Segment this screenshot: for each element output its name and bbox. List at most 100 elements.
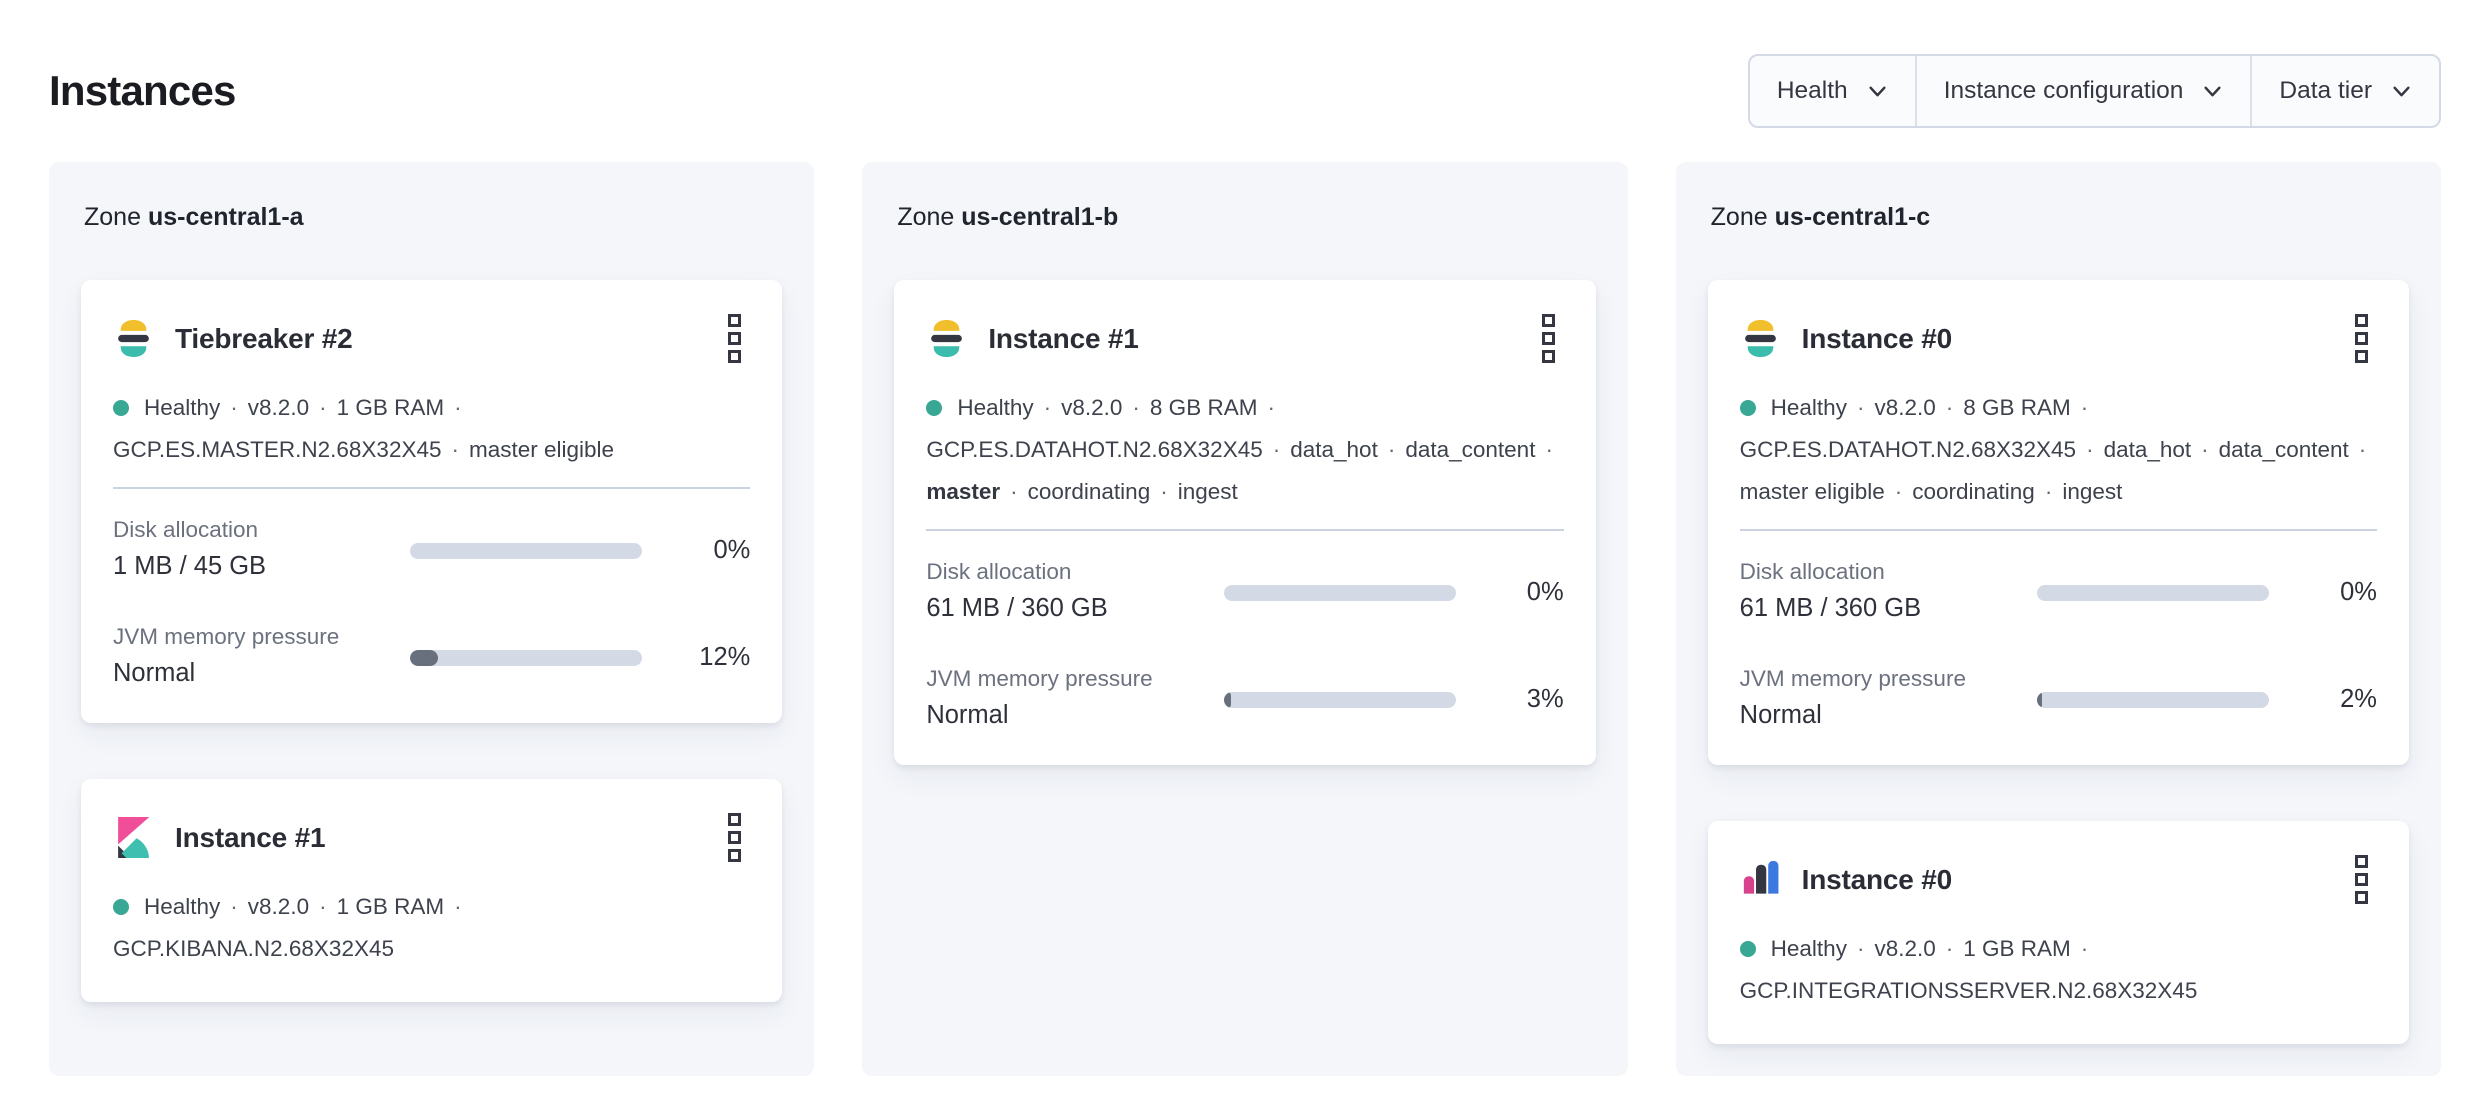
instance-card: Instance #0 Healthy · v8.2.0 · 1 GB RAM · GCP.… (1707, 821, 2409, 1044)
meta-token: GCP.KIBANA.N2.68X32X45 (113, 936, 394, 961)
meta-token: master eligible (1739, 479, 1885, 504)
status-text: Healthy (144, 395, 221, 420)
page-title: Instances (49, 67, 236, 114)
chevron-down-icon (2391, 81, 2412, 102)
health-status-dot (1739, 400, 1756, 416)
boxes-vertical-icon (728, 314, 742, 327)
metric-row: JVM memory pressure Normal 2% (1740, 666, 2377, 733)
meta-token: 1 GB RAM (336, 395, 445, 420)
card-meta: Healthy · v8.2.0 · 1 GB RAM ·GCP.ES.MASTER.N2… (113, 387, 750, 471)
metric-row: Disk allocation 1 MB / 45 GB 0% (113, 517, 750, 584)
metric-percent: 3% (1526, 685, 1564, 713)
page-header: Instances Health Instance configuration … (49, 54, 2441, 128)
metric-percent: 0% (1526, 578, 1564, 606)
health-status-dot (113, 400, 129, 416)
meta-separator: · (1267, 395, 1275, 420)
meta-token: 1 GB RAM (1963, 936, 2071, 961)
divider (113, 487, 751, 489)
boxes-vertical-icon (728, 813, 742, 826)
zone-cards: Instance #0 Healthy · v8.2.0 · 8 GB RAM ·GCP.… (1707, 280, 2409, 1044)
metric-label: JVM memory pressure (1739, 666, 1966, 691)
metric-label: Disk allocation (926, 559, 1072, 584)
filter-label: Instance configuration (1943, 77, 2184, 104)
zone-title: Zone us-central1-a (84, 203, 304, 231)
meta-token: v8.2.0 (247, 894, 310, 919)
metric-value: 61 MB / 360 GB (926, 594, 1108, 622)
metric-percent: 12% (699, 643, 751, 671)
zone-title: Zone us-central1-c (1710, 203, 1931, 231)
metric-percent: 2% (2340, 685, 2377, 713)
meta-token: GCP.ES.DATAHOT.N2.68X32X45 (926, 437, 1263, 462)
metric-row: JVM memory pressure Normal 12% (113, 624, 750, 691)
elasticsearch-icon (113, 318, 154, 359)
meta-separator: · (1545, 437, 1553, 462)
card-title: Tiebreaker #2 (175, 322, 353, 354)
progress-bar (2036, 691, 2269, 708)
card-header: Tiebreaker #2 (113, 310, 750, 367)
progress-bar-fill (1223, 691, 1231, 708)
status-text: Healthy (957, 395, 1034, 420)
health-status-dot (926, 400, 943, 416)
integrations-server-icon (1740, 859, 1781, 900)
zone-cards: Instance #1 Healthy · v8.2.0 · 8 GB RAM ·GCP.… (894, 280, 1596, 765)
card-meta: Healthy · v8.2.0 · 8 GB RAM ·GCP.ES.DATAHOT.N… (926, 387, 1563, 513)
meta-token: data_content (2218, 437, 2349, 462)
progress-bar (410, 649, 643, 666)
card-meta: Healthy · v8.2.0 · 8 GB RAM ·GCP.ES.DATAHOT.N… (1739, 387, 2377, 513)
meta-token: data_hot (1290, 437, 1378, 462)
card-menu-button[interactable] (723, 809, 746, 866)
meta-token: master (926, 479, 1001, 504)
metric-percent: 0% (2340, 578, 2377, 606)
progress-bar-fill (2036, 691, 2042, 708)
meta-token: data_content (1405, 437, 1536, 462)
metric-row: JVM memory pressure Normal 3% (926, 666, 1563, 733)
status-text: Healthy (144, 894, 221, 919)
metric-value: 61 MB / 360 GB (1739, 594, 1922, 622)
card-header: Instance #0 (1740, 310, 2377, 367)
progress-bar (1223, 584, 1456, 601)
zone-name: us-central1-b (961, 203, 1119, 231)
meta-separator: · (451, 437, 460, 462)
zone-panel: Zone us-central1-c Instance #0 Healthy · v… (1675, 162, 2441, 1076)
card-title: Instance #0 (1801, 322, 1953, 354)
card-title: Instance #0 (1801, 863, 1953, 895)
metric-label: Disk allocation (1739, 559, 1885, 584)
instance-card: Instance #0 Healthy · v8.2.0 · 8 GB RAM ·GCP.… (1707, 280, 2409, 765)
meta-separator: · (1043, 395, 1052, 420)
instances-page: Instances Health Instance configuration … (49, 54, 2441, 1076)
card-menu-button[interactable] (2350, 310, 2373, 367)
zone-panel: Zone us-central1-a Tiebreaker #2 Healthy… (49, 162, 815, 1076)
meta-separator: · (2080, 395, 2089, 420)
meta-separator: · (1160, 479, 1168, 504)
meta-separator: · (2201, 437, 2209, 462)
meta-token: ingest (2062, 479, 2123, 504)
meta-token: v8.2.0 (1061, 395, 1123, 420)
metric-value: Normal (113, 659, 196, 687)
meta-token: master eligible (469, 437, 615, 462)
meta-separator: · (2044, 479, 2053, 504)
metric-label: JVM memory pressure (926, 666, 1153, 691)
metrics: Disk allocation 1 MB / 45 GB 0% JVM memo… (113, 517, 750, 691)
meta-token: coordinating (1912, 479, 2035, 504)
meta-token: v8.2.0 (1874, 395, 1936, 420)
metric-value: Normal (1739, 701, 1822, 729)
card-menu-button[interactable] (2350, 851, 2373, 908)
meta-separator: · (1272, 437, 1281, 462)
card-title: Instance #1 (988, 322, 1139, 354)
card-menu-button[interactable] (723, 310, 746, 367)
meta-separator: · (454, 395, 462, 420)
meta-token: v8.2.0 (1874, 936, 1936, 961)
meta-separator: · (230, 395, 238, 420)
meta-token: GCP.ES.MASTER.N2.68X32X45 (113, 437, 442, 462)
card-menu-button[interactable] (1537, 310, 1560, 367)
filter-button-data-tier[interactable]: Data tier (2250, 56, 2439, 126)
meta-separator: · (1894, 479, 1903, 504)
card-header: Instance #1 (926, 310, 1563, 367)
chevron-down-icon (2202, 81, 2223, 102)
filter-button-instance-configuration[interactable]: Instance configuration (1914, 56, 2251, 126)
filter-button-health[interactable]: Health (1750, 56, 1915, 126)
filter-group: Health Instance configuration Data tier (1747, 54, 2441, 128)
divider (926, 529, 1564, 531)
meta-separator: · (230, 894, 238, 919)
zone-name: us-central1-a (147, 203, 304, 231)
